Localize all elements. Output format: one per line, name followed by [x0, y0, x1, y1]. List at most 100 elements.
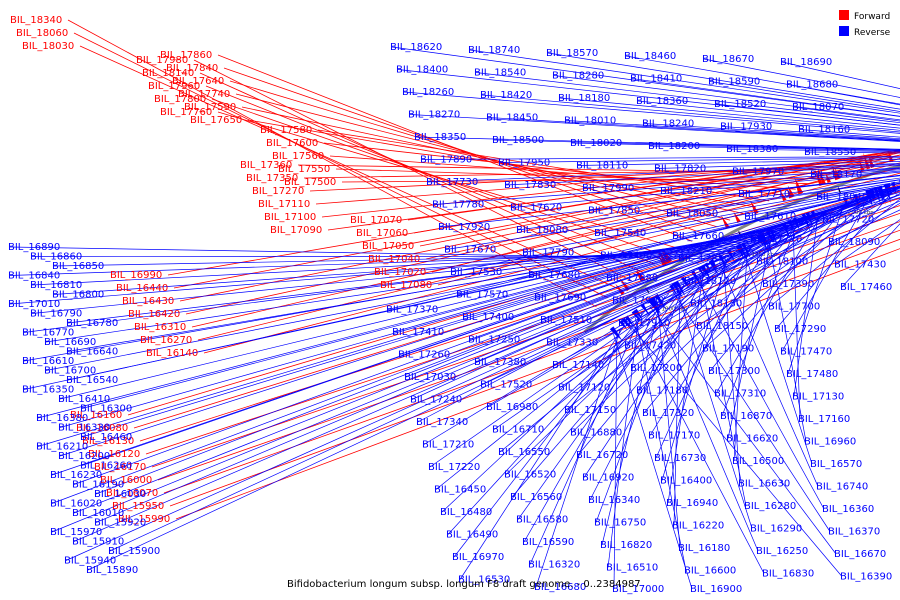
- reverse-gene-label: BIL_16410: [58, 394, 110, 405]
- reverse-leader-line: [511, 171, 900, 208]
- reverse-leader-line: [721, 126, 900, 140]
- forward-leader-line: [217, 111, 680, 250]
- reverse-gene-label: BIL_18360: [636, 96, 688, 107]
- reverse-leader-line: [673, 286, 681, 526]
- reverse-leader-line: [387, 185, 900, 310]
- reverse-gene-label: BIL_16620: [726, 434, 778, 445]
- forward-gene-label: BIL_17090: [270, 225, 322, 236]
- reverse-gene-label: BIL_17930: [720, 122, 772, 133]
- forward-gene-arrow: [733, 211, 741, 223]
- reverse-leader-line: [601, 186, 900, 256]
- forward-gene-label: BIL_15950: [112, 501, 164, 512]
- reverse-gene-label: BIL_17520: [480, 380, 532, 391]
- reverse-gene-label: BIL_17000: [612, 584, 664, 595]
- reverse-leader-line: [447, 293, 670, 535]
- reverse-gene-label: BIL_16010: [72, 508, 124, 519]
- reverse-leader-line: [792, 225, 801, 420]
- reverse-gene-label: BIL_18080: [516, 225, 568, 236]
- reverse-leader-line: [547, 52, 900, 110]
- reverse-gene-label: BIL_18590: [708, 77, 760, 88]
- reverse-leader-line: [51, 195, 871, 504]
- reverse-gene-label: BIL_17140: [552, 360, 604, 371]
- reverse-gene-label: BIL_16480: [440, 507, 492, 518]
- reverse-leader-line: [811, 168, 900, 175]
- reverse-leader-line: [65, 186, 900, 561]
- reverse-gene-label: BIL_16540: [66, 375, 118, 386]
- reverse-leader-line: [697, 186, 900, 327]
- reverse-gene-label: BIL_16280: [744, 501, 796, 512]
- reverse-leader-line: [23, 227, 789, 362]
- reverse-leader-line: [841, 223, 900, 288]
- reverse-gene-label: BIL_17130: [792, 392, 844, 403]
- legend-swatch-forward: [839, 10, 849, 20]
- reverse-leader-line: [59, 204, 843, 457]
- reverse-leader-line: [787, 84, 900, 106]
- forward-gene-label: BIL_18340: [10, 15, 62, 26]
- reverse-leader-line: [81, 215, 815, 409]
- reverse-gene-label: BIL_17340: [416, 417, 468, 428]
- reverse-leader-line: [703, 194, 875, 349]
- reverse-gene-label: BIL_16020: [50, 499, 102, 510]
- reverse-leader-line: [672, 290, 831, 532]
- reverse-gene-label: BIL_16900: [690, 584, 742, 595]
- reverse-gene-label: BIL_18690: [780, 57, 832, 68]
- reverse-gene-label: BIL_16970: [452, 552, 504, 563]
- reverse-gene-label: BIL_17660: [672, 231, 724, 242]
- reverse-gene-label: BIL_18380: [726, 144, 778, 155]
- forward-leader-line: [185, 158, 900, 315]
- reverse-gene-label: BIL_17310: [714, 389, 766, 400]
- reverse-gene-label: BIL_18010: [564, 116, 616, 127]
- reverse-gene-label: BIL_16980: [486, 402, 538, 413]
- reverse-gene-label: BIL_16630: [738, 479, 790, 490]
- reverse-gene-label: BIL_18400: [396, 65, 448, 76]
- reverse-leader-line: [695, 276, 825, 510]
- reverse-gene-label: BIL_18280: [552, 71, 604, 82]
- reverse-gene-label: BIL_16370: [828, 527, 880, 538]
- reverse-gene-label: BIL_16450: [434, 485, 486, 496]
- reverse-leader-line: [499, 240, 760, 453]
- legend-label-forward: Forward: [854, 12, 890, 22]
- reverse-gene-label: BIL_16800: [52, 290, 104, 301]
- reverse-leader-line: [637, 100, 900, 129]
- reverse-gene-label: BIL_17830: [504, 180, 556, 191]
- reverse-gene-label: BIL_17850: [588, 206, 640, 217]
- reverse-leader-line: [433, 169, 900, 205]
- reverse-leader-line: [391, 46, 900, 117]
- forward-gene-label: BIL_17580: [260, 125, 312, 136]
- reverse-gene-label: BIL_16590: [522, 537, 574, 548]
- reverse-gene-label: BIL_16510: [606, 563, 658, 574]
- reverse-leader-line: [439, 174, 900, 228]
- reverse-leader-line: [73, 193, 876, 514]
- forward-gene-label: BIL_17860: [160, 50, 212, 61]
- reverse-gene-label: BIL_16530: [458, 575, 510, 586]
- reverse-leader-line: [661, 257, 728, 481]
- reverse-leader-line: [657, 301, 681, 549]
- reverse-gene-label: BIL_17720: [822, 215, 874, 226]
- reverse-gene-label: BIL_17490: [600, 251, 652, 262]
- reverse-gene-label: BIL_17920: [438, 222, 490, 233]
- reverse-gene-label: BIL_18420: [480, 90, 532, 101]
- reverse-gene-label: BIL_18040: [816, 192, 868, 203]
- reverse-gene-label: BIL_18020: [570, 138, 622, 149]
- reverse-gene-label: BIL_16260: [80, 461, 132, 472]
- reverse-leader-line: [409, 114, 900, 142]
- reverse-leader-line: [517, 177, 900, 231]
- reverse-gene-label: BIL_16790: [30, 309, 82, 320]
- reverse-gene-label: BIL_18680: [786, 80, 838, 91]
- forward-gene-label: BIL_17040: [368, 254, 420, 265]
- reverse-gene-label: BIL_15970: [50, 527, 102, 538]
- reverse-leader-line: [505, 253, 736, 475]
- reverse-gene-label: BIL_18450: [486, 113, 538, 124]
- forward-gene-label: BIL_16140: [146, 348, 198, 359]
- reverse-gene-label: BIL_17910: [618, 318, 670, 329]
- reverse-leader-line: [733, 247, 748, 462]
- reverse-gene-label: BIL_16770: [22, 328, 74, 339]
- forward-gene-arrow: [780, 190, 787, 202]
- reverse-leader-line: [703, 58, 900, 98]
- reverse-leader-line: [583, 167, 900, 189]
- reverse-leader-line: [727, 148, 900, 153]
- reverse-gene-label: BIL_17320: [642, 408, 694, 419]
- reverse-gene-label: BIL_17510: [540, 315, 592, 326]
- reverse-gene-label: BIL_16850: [52, 261, 104, 272]
- forward-gene-label: BIL_17360: [240, 160, 292, 171]
